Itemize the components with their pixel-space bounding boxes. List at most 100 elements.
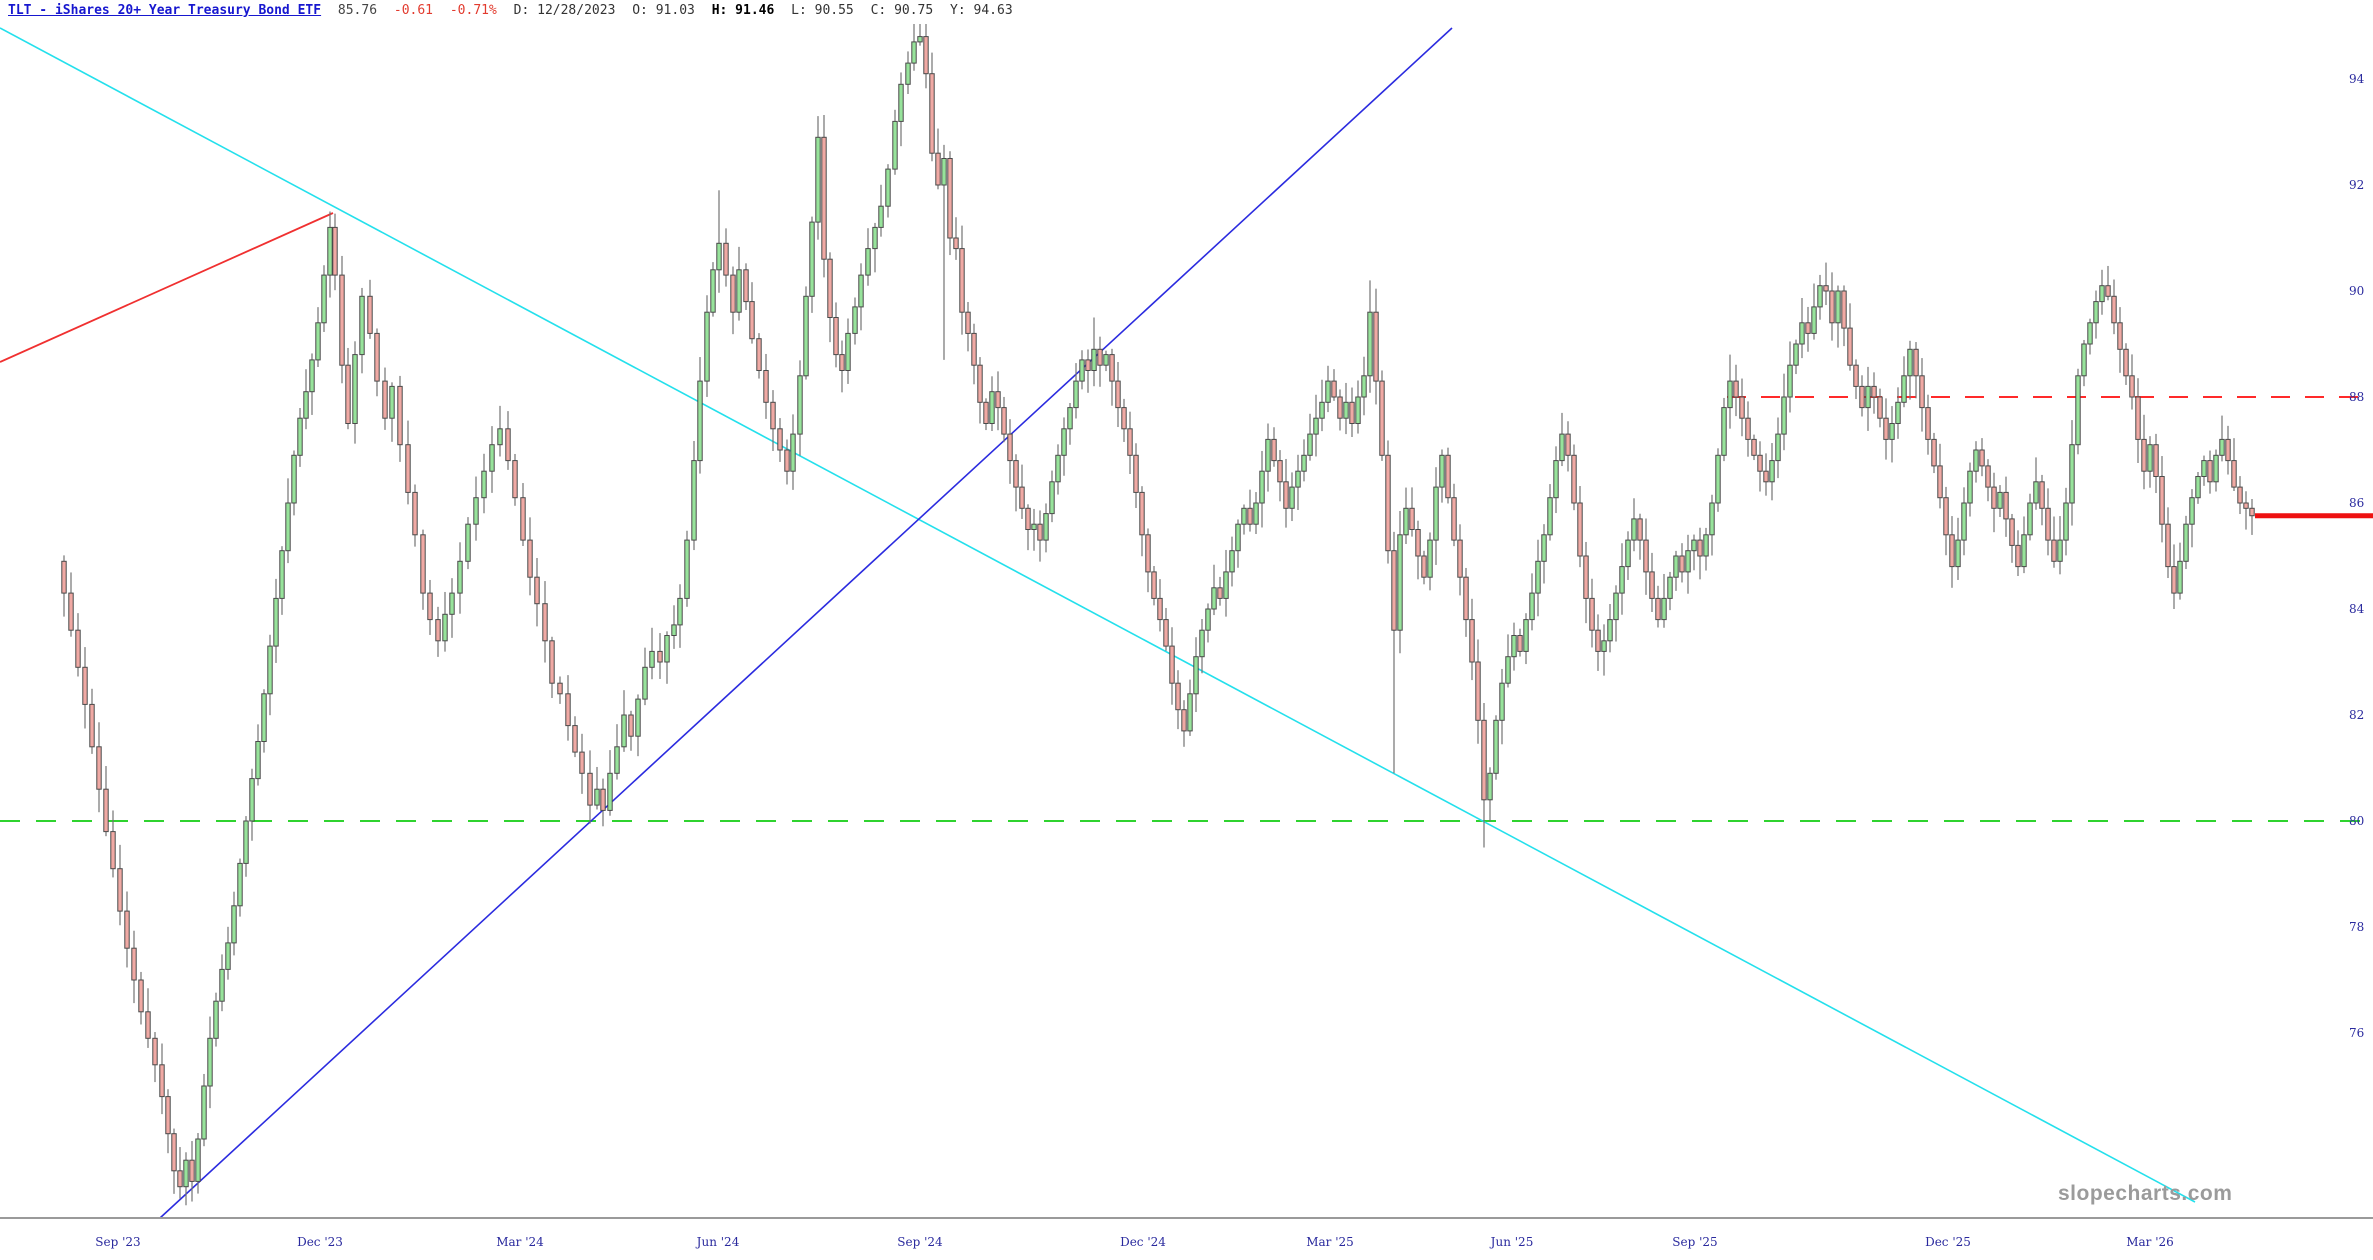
- candle-down: [1871, 385, 1877, 398]
- candle-up: [803, 295, 809, 377]
- candle-up: [1811, 306, 1817, 334]
- candle-down: [1475, 661, 1481, 721]
- candle-down: [1565, 433, 1571, 456]
- candle-up: [892, 120, 898, 170]
- candle-up: [1427, 539, 1433, 578]
- candle-down: [983, 401, 989, 424]
- y-tick-label: 94: [2349, 72, 2365, 86]
- candle-down: [165, 1096, 171, 1135]
- symbol-title-link[interactable]: TLT - iShares 20+ Year Treasury Bond ETF: [8, 3, 322, 18]
- candle-down: [1133, 454, 1139, 493]
- candle-down: [1157, 597, 1163, 621]
- candle-down: [1085, 359, 1091, 371]
- ascending-blue-trendline[interactable]: [159, 27, 1453, 1219]
- candle-down: [965, 311, 971, 334]
- candle-up: [1319, 401, 1325, 419]
- candle-up: [465, 523, 471, 562]
- candle-down: [549, 640, 555, 684]
- candle-down: [2171, 566, 2177, 594]
- candle-up: [865, 248, 871, 276]
- candle-down: [2009, 518, 2015, 546]
- candle-up: [2147, 444, 2153, 472]
- candle-down: [839, 354, 845, 372]
- candle-up: [249, 778, 255, 822]
- candle-down: [189, 1159, 195, 1182]
- candle-down: [1013, 460, 1019, 488]
- yearly-label: Y:: [950, 3, 966, 18]
- candle-down: [332, 226, 338, 276]
- candle-up: [1223, 571, 1229, 599]
- candle-down: [1025, 507, 1031, 530]
- candle-down: [171, 1133, 177, 1172]
- candle-up: [664, 635, 670, 663]
- candle-up: [1289, 486, 1295, 509]
- candle-up: [231, 905, 237, 944]
- candle-up: [1619, 566, 1625, 594]
- candle-down: [565, 693, 571, 727]
- red-rally-trendline[interactable]: [0, 212, 334, 363]
- candle-up: [457, 560, 463, 594]
- candle-down: [784, 449, 790, 472]
- candle-down: [89, 703, 95, 748]
- candle-up: [285, 502, 291, 552]
- candle-down: [579, 751, 585, 774]
- candle-up: [736, 269, 742, 313]
- candle-down: [1001, 407, 1007, 435]
- candle-up: [1193, 656, 1199, 695]
- candle-up: [1199, 629, 1205, 658]
- candle-up: [1553, 460, 1559, 499]
- candle-up: [1313, 417, 1319, 435]
- candle-up: [2021, 534, 2027, 568]
- price-change: -0.61: [393, 3, 434, 18]
- candle-up: [1205, 608, 1211, 631]
- candle-up: [2177, 560, 2183, 594]
- candle-up: [1769, 460, 1775, 483]
- candle-down: [1271, 438, 1277, 462]
- candle-down: [1679, 555, 1685, 573]
- candle-down: [397, 385, 403, 446]
- candle-down: [159, 1064, 165, 1098]
- candle-down: [1697, 539, 1703, 557]
- candle-down: [2135, 396, 2141, 440]
- candle-up: [1625, 539, 1631, 568]
- candle-down: [756, 338, 762, 372]
- candle-up: [237, 862, 243, 907]
- candle-down: [145, 1011, 151, 1039]
- candle-up: [481, 470, 487, 499]
- candle-down: [1121, 407, 1127, 430]
- descending-cyan-trendline[interactable]: [0, 27, 2196, 1203]
- candle-up: [1259, 470, 1265, 504]
- y-tick-label: 76: [2349, 1026, 2364, 1040]
- candle-down: [1115, 380, 1121, 409]
- x-tick-label: Dec '25: [1925, 1235, 1971, 1249]
- candle-up: [1487, 772, 1493, 801]
- y-tick-label: 92: [2349, 178, 2364, 192]
- candle-up: [691, 460, 697, 541]
- candle-down: [1577, 502, 1583, 557]
- candle-up: [207, 1037, 213, 1087]
- candle-down: [2141, 438, 2147, 472]
- candle-down: [1145, 534, 1151, 573]
- candle-up: [473, 497, 479, 525]
- candle-down: [1445, 454, 1451, 499]
- candle-down: [110, 831, 116, 870]
- open-value: 91.03: [655, 3, 695, 18]
- candle-up: [1907, 348, 1913, 377]
- candle-up: [327, 226, 333, 276]
- low-value: 90.55: [814, 3, 854, 18]
- candle-up: [1397, 534, 1403, 631]
- candle-up: [1865, 385, 1871, 409]
- candle-up: [1799, 322, 1805, 345]
- candle-down: [1007, 433, 1013, 462]
- candle-up: [1067, 407, 1073, 430]
- candle-down: [1349, 401, 1355, 424]
- candle-down: [923, 36, 929, 75]
- candle-up: [359, 295, 365, 356]
- x-tick-label: Sep '24: [897, 1235, 943, 1249]
- candle-up: [2189, 497, 2195, 525]
- candle-up: [2069, 444, 2075, 504]
- candle-up: [790, 433, 796, 472]
- candle-up: [1613, 592, 1619, 621]
